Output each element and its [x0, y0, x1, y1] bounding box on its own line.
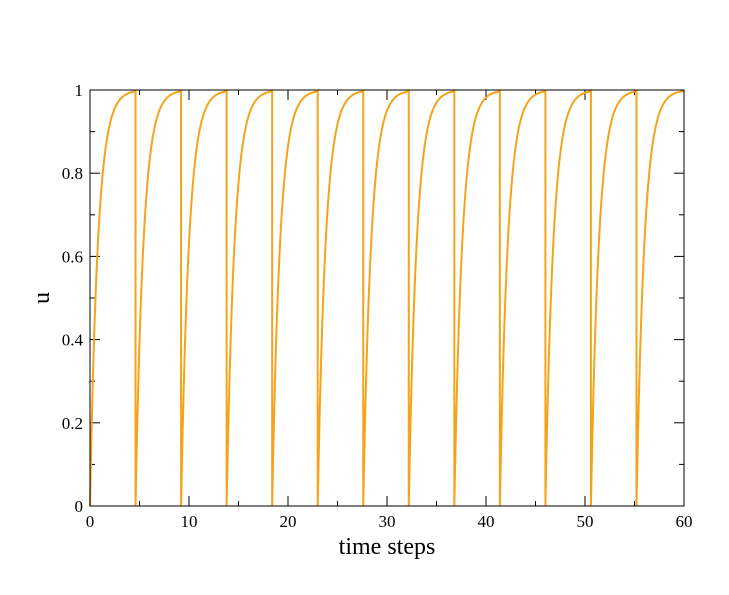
- x-tick-label: 60: [676, 512, 693, 531]
- series-layer: [89, 90, 685, 507]
- series-line: [89, 90, 685, 507]
- y-tick-label: 0.6: [62, 247, 83, 266]
- x-axis-label: time steps: [339, 534, 436, 560]
- y-tick-label: 0.8: [62, 164, 83, 183]
- y-tick-label: 0: [75, 497, 84, 516]
- x-tick-label: 30: [379, 512, 396, 531]
- y-tick-label: 1: [75, 81, 84, 100]
- x-tick-label: 50: [577, 512, 594, 531]
- x-tick-label: 20: [280, 512, 297, 531]
- y-tick-label: 0.4: [62, 331, 84, 350]
- x-tick-label: 0: [86, 512, 95, 531]
- y-tick-label: 0.2: [62, 414, 83, 433]
- x-tick-label: 40: [478, 512, 495, 531]
- plot-frame: [89, 89, 685, 507]
- labels-layer: 0 10 20 30 40 50 60 0 0.2 0.4 0.6 0.8 1: [62, 81, 693, 531]
- x-tick-label: 10: [181, 512, 198, 531]
- ticks-layer: [89, 89, 685, 507]
- y-axis-label: u: [29, 292, 55, 304]
